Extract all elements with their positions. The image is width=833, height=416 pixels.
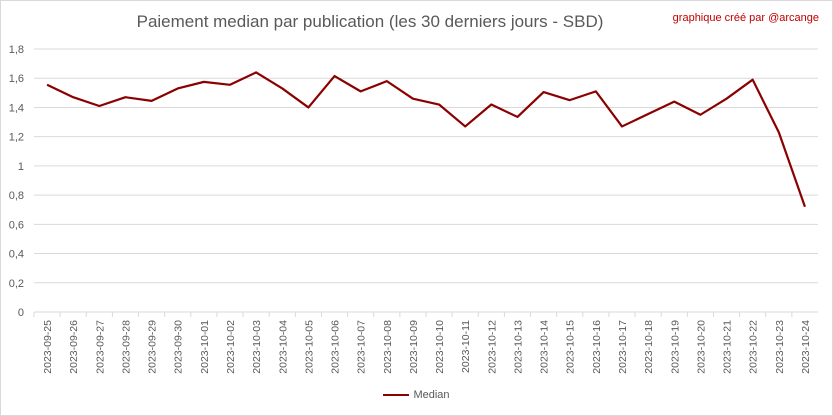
x-tick-label: 2023-10-06 [330,320,342,374]
y-tick-label: 0,6 [9,219,24,231]
x-tick-label: 2023-10-24 [800,320,812,374]
y-tick-label: 0,8 [9,190,24,202]
y-tick-label: 1,6 [9,73,24,85]
x-tick-label: 2023-09-28 [120,320,132,374]
x-tick-label: 2023-10-22 [748,320,760,374]
x-tick-label: 2023-10-16 [591,320,603,374]
x-tick-label: 2023-09-30 [173,320,185,374]
x-tick-label: 2023-10-17 [617,320,629,374]
x-tick-label: 2023-10-19 [669,320,681,374]
x-tick-label: 2023-09-27 [94,320,106,374]
y-tick-label: 1,8 [9,44,24,56]
x-tick-label: 2023-09-29 [147,320,159,374]
x-tick-label: 2023-10-07 [356,320,368,374]
y-tick-label: 0,2 [9,278,24,290]
x-tick-label: 2023-09-25 [42,320,54,374]
chart-credit: graphique créé par @arcange [672,12,819,24]
legend-swatch [383,394,410,397]
x-tick-label: 2023-10-20 [695,320,707,374]
x-tick-label: 2023-10-11 [460,320,472,373]
x-tick-label: 2023-10-18 [643,320,655,374]
x-tick-label: 2023-10-10 [434,320,446,374]
legend: Median [0,389,833,401]
x-tick-label: 2023-10-04 [277,320,289,374]
x-tick-label: 2023-10-08 [382,320,394,374]
x-tick-label: 2023-10-14 [539,320,551,374]
x-tick-label: 2023-10-15 [565,320,577,374]
y-tick-label: 1,4 [9,102,24,114]
legend-label: Median [413,389,450,401]
x-tick-label: 2023-10-12 [486,320,498,374]
x-tick-label: 2023-10-03 [251,320,263,374]
y-tick-label: 1,2 [9,132,24,144]
x-tick-label: 2023-10-01 [199,320,211,374]
x-tick-label: 2023-10-09 [408,320,420,374]
x-tick-label: 2023-10-21 [722,320,734,374]
y-tick-label: 1 [18,161,24,173]
series-line-median [46,71,806,208]
x-tick-label: 2023-10-23 [774,320,786,374]
x-tick-label: 2023-09-26 [68,320,80,374]
x-tick-label: 2023-10-05 [303,320,315,374]
y-tick-label: 0 [18,307,24,319]
x-tick-label: 2023-10-02 [225,320,237,374]
x-tick-label: 2023-10-13 [512,320,524,374]
y-tick-label: 0,4 [9,249,24,261]
chart-title: Paiement median par publication (les 30 … [136,12,604,31]
